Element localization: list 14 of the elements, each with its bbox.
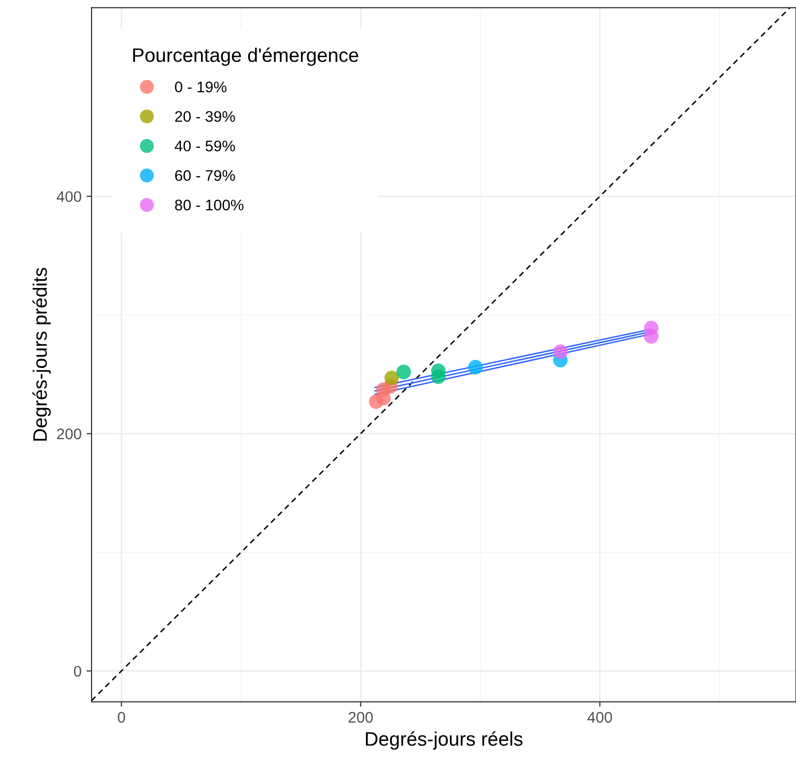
- y-tick-label: 400: [56, 191, 82, 202]
- legend-title: Pourcentage d'émergence: [133, 48, 358, 66]
- y-tick-label: 0: [74, 666, 82, 677]
- legend-label: 80 - 100%: [175, 200, 244, 210]
- x-tick-label: 200: [348, 712, 373, 723]
- x-tick-label: 0: [118, 712, 126, 723]
- legend-label: 20 - 39%: [175, 111, 235, 122]
- y-axis-title: Degrés-jours prédits: [32, 268, 51, 441]
- x-tick-label: 400: [587, 712, 612, 723]
- legend-label: 0 - 19%: [174, 82, 226, 92]
- legend-label: 40 - 59%: [174, 140, 235, 152]
- y-tick-label: 200: [57, 428, 82, 440]
- legend-label: 60 - 79%: [175, 170, 235, 181]
- x-axis-title: Degrés-jours réels: [366, 731, 522, 750]
